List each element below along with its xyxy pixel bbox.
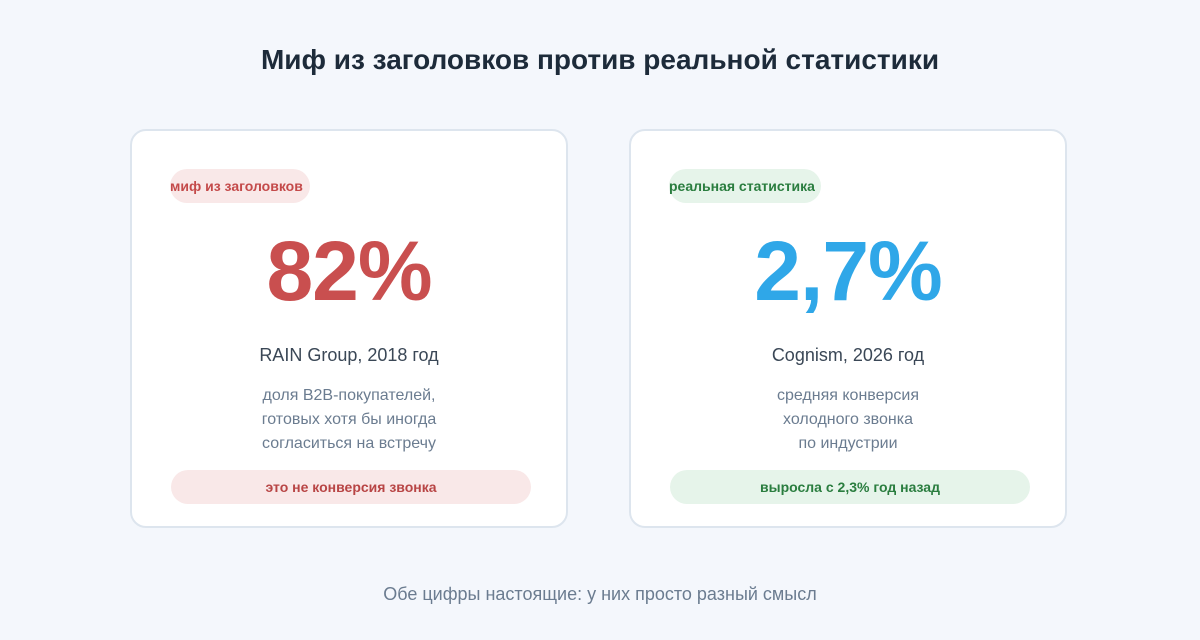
myth-tag: миф из заголовков [170, 169, 310, 203]
page-title: Миф из заголовков против реальной статис… [260, 44, 940, 75]
stat-tag: реальная статистика [669, 169, 821, 203]
myth-description-line: готовых хотя бы иногда [261, 411, 437, 428]
myth-source: RAIN Group, 2018 год [259, 345, 439, 365]
myth-value: 82% [266, 224, 432, 318]
stat-description: средняя конверсия холодного звонка по ин… [631, 384, 1065, 456]
stat-value: 2,7% [754, 224, 942, 318]
stat-description-line: по индустрии [798, 435, 898, 452]
myth-description-line: доля B2B-покупателей, [262, 387, 436, 404]
stat-card: реальная статистика 2,7% Cognism, 2026 г… [629, 129, 1067, 528]
stat-description-line: холодного звонка [783, 411, 913, 428]
stat-description-line: средняя конверсия [776, 387, 920, 404]
stat-source: Cognism, 2026 год [771, 345, 925, 365]
stat-note: выросла с 2,3% год назад [670, 470, 1030, 504]
myth-description-line: согласиться на встречу [262, 435, 436, 452]
footer-caption: Обе цифры настоящие: у них просто разный… [383, 584, 817, 604]
myth-description: доля B2B-покупателей, готовых хотя бы ин… [132, 384, 566, 456]
myth-note: это не конверсия звонка [171, 470, 531, 504]
myth-card: миф из заголовков 82% RAIN Group, 2018 г… [130, 129, 568, 528]
